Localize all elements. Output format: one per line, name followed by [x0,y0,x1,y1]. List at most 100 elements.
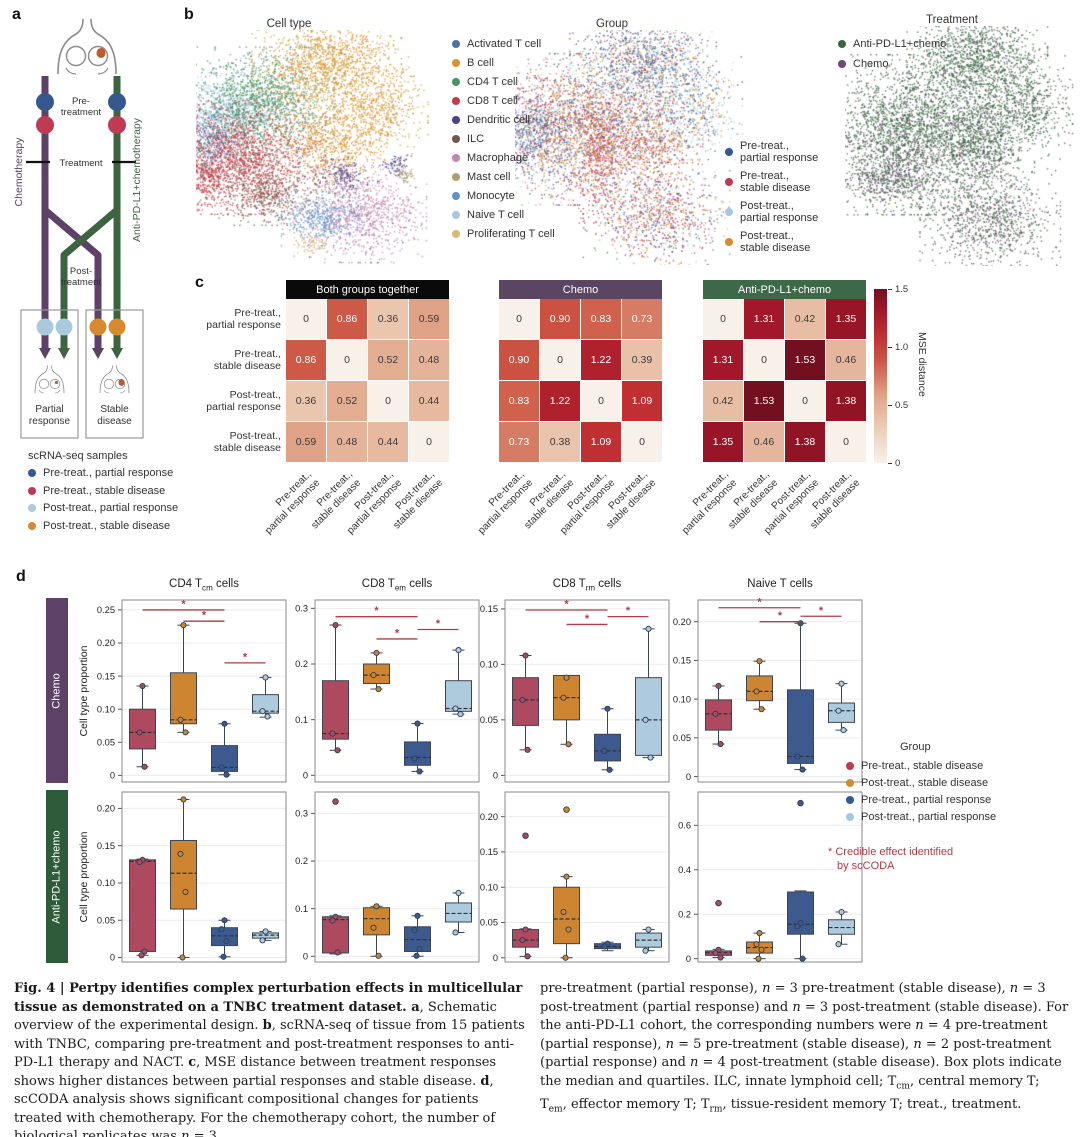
umap-celltype-plot [196,30,446,265]
sample-dot [36,116,54,134]
caption-segment: em [548,1104,563,1115]
heatmap-cell: 0.36 [368,299,408,339]
heatmap-cell: 0.90 [499,340,539,380]
svg-text:0.15: 0.15 [97,841,115,851]
treatment-legend-item: Chemo [838,58,946,70]
colorbar-tick-label: 1.5 [895,284,909,295]
legend-dot-icon [452,59,460,67]
svg-text:*: * [243,651,248,663]
legend-label: Pre-treat., stable disease [43,484,166,497]
scrnaseq-legend-item: Post-treat., partial response [28,502,178,514]
svg-text:0.10: 0.10 [480,882,498,892]
caption-segment: , effector memory T; T [562,1096,710,1112]
legend-label: Naive T cell [467,209,525,221]
celltype-legend-item: Monocyte [452,190,555,202]
treatment-row-bar: Chemo [46,598,68,783]
legend-label: ILC [467,133,485,145]
svg-text:*: * [819,605,824,617]
colorbar-axis-label: MSE distance [916,332,928,397]
svg-text:0.10: 0.10 [97,704,115,714]
panel-c-label: c [195,274,204,291]
antipdl1-branch-label: Anti-PD-L1+chemotherapy [131,117,143,242]
svg-text:*: * [564,598,569,610]
caption-segment: , MSE distance between treatment respons… [14,1055,497,1089]
heatmap-cell: 0 [540,340,580,380]
heatmap-cell: 0.86 [327,299,367,339]
celltype-legend-item: Macrophage [452,152,555,164]
svg-text:0.05: 0.05 [480,715,498,725]
heatmap-cell: 0.59 [286,422,326,462]
caption-segment: n [690,1055,699,1070]
heatmap-title: Anti-PD-L1+chemo [703,280,866,299]
heatmap-cell: 1.35 [703,422,743,462]
heatmap-cell: 1.53 [785,340,825,380]
colorbar-gradient [874,289,887,463]
colorbar-tick-label: 1.0 [895,342,909,353]
celltype-legend-item: Naive T cell [452,209,555,221]
celltype-legend-item: CD8 T cell [452,95,555,107]
legend-label: CD8 T cell [467,95,518,107]
heatmap-cell: 1.22 [581,340,621,380]
umap-celltype-title: Cell type [266,18,312,30]
legend-label: Pre-treat., stable disease [861,760,984,772]
svg-text:*: * [395,627,400,639]
heatmap-cell: 0.48 [409,340,449,380]
sample-dot [36,318,54,336]
partial-response-box [20,309,79,439]
caption-left-column: Fig. 4 | Pertpy identifies complex pertu… [14,980,528,1137]
heatmap-cell: 0.90 [540,299,580,339]
arrow-icon [58,348,70,359]
legend-label: Post-treat., partial response [43,502,179,514]
boxplot: 0 0.1 0.2 0.3 [295,791,480,963]
tumor-icon [96,48,106,58]
heatmap-cell: 0.42 [703,381,743,421]
heatmap-title: Chemo [499,280,662,299]
group-legend-item: Pre-treat., partial response [725,140,818,164]
treatment-row-bar: Anti-PD-L1+chemo [46,790,68,963]
legend-dot-icon [452,97,460,105]
heatmap-cells: 0 1.31 0.42 1.35 1.31 0 1.53 0.46 0.42 1.53 0 1.38 1… [703,299,866,462]
legend-dot-icon [725,178,733,186]
heatmap-cell: 0.46 [744,422,784,462]
celltype-legend-item: CD4 T cell [452,76,555,88]
caption-segment: , central memory T; T [540,1073,1040,1112]
svg-text:0: 0 [686,772,691,782]
heatmap-cell: 1.31 [703,340,743,380]
legend-dot-icon [452,192,460,200]
svg-text:0.2: 0.2 [295,659,308,669]
boxplot: 0 0.05 0.10 0.15 0.20 * * * [673,598,863,783]
heatmap-row-label: Post-treat., stable disease [213,430,281,454]
boxplot-legend-item: Pre-treat., partial response [846,794,996,806]
colorbar-tick [888,404,892,406]
heatmap-cell: 0.73 [622,299,662,339]
arrow-icon [111,348,123,359]
legend-dot-icon [846,796,854,804]
celltype-legend: Activated T cell B cell CD4 T cell CD8 T ce… [452,38,555,240]
svg-text:0.05: 0.05 [673,733,691,743]
legend-label: Post-treat., stable disease [43,519,171,532]
treatment-label: Treatment [60,158,103,169]
heatmap-row-label: Pre-treat., stable disease [213,348,281,372]
caption-segment: n [1009,981,1019,996]
colorbar-tick-label: 0 [895,458,901,469]
heatmap-cell: 0.83 [581,299,621,339]
scrnaseq-legend-item: Pre-treat., partial response [28,467,178,479]
boxplot: 0 0.2 0.4 0.6 [678,791,863,964]
svg-text:0.15: 0.15 [673,656,691,666]
colorbar-tick [888,462,892,464]
svg-text:0: 0 [110,771,115,781]
heatmap-cell: 0 [409,422,449,462]
treatment-schematic: Pre- treatment Treatment Chemotherapy An… [13,18,144,439]
heatmap-cell: 1.38 [785,422,825,462]
legend-dot-icon [28,504,36,512]
svg-text:0.10: 0.10 [97,878,115,888]
legend-dot-icon [452,230,460,238]
heatmap-cell: 1.22 [540,381,580,421]
heatmap-cell: 0 [622,422,662,462]
caption-segment: n [792,999,801,1015]
chemotherapy-branch-label: Chemotherapy [13,137,25,207]
boxplot-legend-item: Post-treat., partial response [846,811,996,823]
svg-text:0: 0 [493,771,498,781]
heatmap-cell: 0.39 [622,340,662,380]
